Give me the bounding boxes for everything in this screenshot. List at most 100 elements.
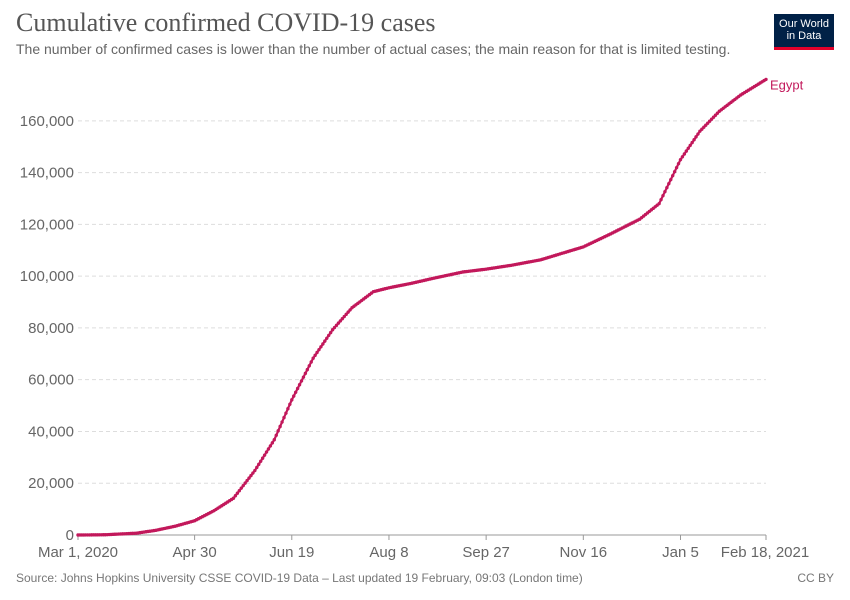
data-point	[303, 371, 308, 376]
data-point	[338, 319, 343, 323]
data-point	[280, 420, 284, 424]
data-point	[276, 429, 280, 433]
data-point	[245, 478, 249, 483]
data-point	[346, 310, 350, 314]
source-note[interactable]: Source: Johns Hopkins University CSSE CO…	[16, 571, 583, 585]
data-point	[336, 321, 341, 325]
x-tick-label: Mar 1, 2020	[38, 544, 118, 561]
y-tick-label: 140,000	[20, 165, 74, 182]
data-point	[663, 189, 667, 194]
data-point	[247, 476, 251, 480]
data-point	[282, 415, 286, 420]
data-point	[327, 333, 331, 338]
data-point	[266, 447, 271, 451]
y-tick-label: 0	[66, 527, 74, 544]
data-point	[305, 367, 310, 372]
data-point	[264, 450, 269, 454]
data-point	[268, 444, 273, 448]
data-point	[674, 165, 679, 170]
x-tick-label: Feb 18, 2021	[721, 544, 809, 561]
series-line-egypt	[77, 78, 767, 537]
data-point	[342, 314, 346, 319]
data-point	[260, 456, 265, 460]
data-point	[299, 379, 304, 383]
y-tick-label: 120,000	[20, 216, 74, 233]
data-point	[237, 488, 242, 493]
data-point	[669, 177, 673, 182]
x-tick-label: Sep 27	[462, 544, 510, 561]
data-point	[288, 402, 292, 407]
data-point	[764, 77, 768, 82]
data-point	[661, 193, 665, 198]
series-label-egypt: Egypt	[770, 77, 804, 92]
data-point	[684, 149, 689, 153]
data-point	[340, 317, 345, 321]
data-point	[344, 312, 348, 317]
data-point	[692, 138, 696, 142]
data-point	[270, 441, 275, 445]
data-point	[657, 201, 661, 206]
data-point	[257, 462, 261, 467]
data-point	[348, 308, 352, 312]
y-tick-label: 20,000	[28, 475, 74, 492]
data-point	[321, 342, 325, 346]
data-point	[682, 152, 687, 156]
data-point	[659, 197, 663, 202]
data-point	[239, 486, 243, 490]
data-point	[332, 325, 337, 330]
data-point	[323, 339, 327, 343]
data-point	[694, 135, 698, 139]
data-point	[672, 169, 677, 174]
x-tick-label: Jan 5	[662, 544, 699, 561]
data-point	[676, 161, 681, 166]
y-tick-label: 60,000	[28, 372, 74, 389]
data-point	[686, 146, 690, 150]
data-point	[274, 433, 278, 438]
data-point	[696, 132, 700, 136]
y-tick-label: 160,000	[20, 113, 74, 130]
data-point	[295, 386, 300, 391]
data-point	[665, 185, 669, 190]
data-point	[334, 323, 339, 328]
data-point	[243, 481, 247, 485]
logo-line-1: Our World	[779, 18, 829, 30]
data-point	[258, 459, 263, 463]
y-tick-label: 40,000	[28, 423, 74, 440]
data-point	[671, 173, 675, 178]
data-point	[301, 375, 306, 379]
data-point	[249, 473, 253, 478]
data-point	[325, 336, 329, 340]
x-tick-label: Apr 30	[173, 544, 217, 561]
logo-line-2: in Data	[786, 30, 822, 42]
data-point	[231, 496, 236, 500]
data-point	[278, 424, 282, 429]
data-point	[328, 330, 333, 335]
data-point	[680, 155, 685, 159]
data-point	[241, 483, 245, 488]
data-point	[251, 471, 255, 475]
license-link[interactable]: CC BY	[797, 571, 834, 585]
data-point	[667, 181, 671, 186]
x-tick-label: Nov 16	[560, 544, 608, 561]
data-point	[253, 468, 257, 473]
chart-subtitle: The number of confirmed cases is lower t…	[16, 41, 731, 57]
x-tick-label: Jun 19	[269, 544, 314, 561]
owid-logo[interactable]: Our World in Data	[774, 14, 834, 50]
data-point	[311, 356, 315, 360]
data-point	[319, 345, 323, 349]
data-point	[233, 494, 238, 498]
y-tick-label: 100,000	[20, 268, 74, 285]
data-point	[309, 360, 313, 364]
data-point	[235, 491, 240, 495]
data-point	[690, 140, 694, 145]
data-point	[290, 398, 294, 402]
data-point	[262, 453, 267, 457]
data-point	[317, 347, 321, 352]
data-point	[315, 350, 319, 355]
data-point	[688, 143, 692, 148]
data-point	[307, 364, 311, 368]
data-point	[330, 328, 335, 332]
chart-title: Cumulative confirmed COVID-19 cases	[16, 8, 436, 37]
data-point	[678, 157, 683, 162]
